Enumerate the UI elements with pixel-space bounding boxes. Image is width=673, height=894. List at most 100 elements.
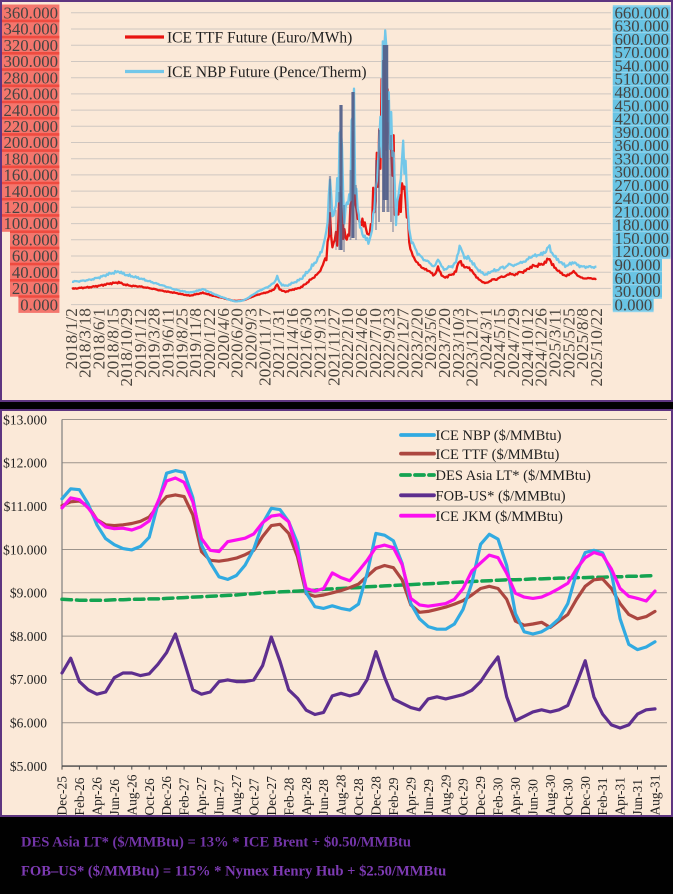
svg-text:$7.000: $7.000	[10, 672, 47, 687]
svg-text:390.000: 390.000	[615, 123, 670, 142]
svg-text:20.000: 20.000	[12, 279, 58, 298]
svg-text:Oct-29: Oct-29	[456, 778, 471, 815]
svg-text:FOB-US* ($/MMBtu): FOB-US* ($/MMBtu)	[436, 489, 566, 505]
svg-text:330.000: 330.000	[615, 149, 670, 168]
svg-text:360.000: 360.000	[615, 136, 670, 155]
svg-text:Dec-30: Dec-30	[578, 776, 593, 816]
svg-text:Dec-28: Dec-28	[369, 776, 384, 816]
svg-text:Dec-25: Dec-25	[55, 776, 70, 816]
svg-text:2025/5/25: 2025/5/25	[559, 308, 578, 378]
svg-text:$5.000: $5.000	[10, 759, 47, 774]
svg-text:ICE NBP ($/MMBtu): ICE NBP ($/MMBtu)	[436, 428, 562, 444]
svg-text:Feb-27: Feb-27	[177, 777, 192, 815]
svg-text:$9.000: $9.000	[10, 586, 47, 601]
svg-text:$10.000: $10.000	[3, 542, 47, 557]
svg-text:2024/3/1: 2024/3/1	[476, 308, 495, 369]
svg-text:ICE JKM ($/MMBtu): ICE JKM ($/MMBtu)	[436, 509, 563, 525]
svg-text:240.000: 240.000	[3, 101, 58, 120]
svg-text:2023/7/20: 2023/7/20	[435, 308, 454, 378]
svg-text:Jun-30: Jun-30	[526, 779, 541, 816]
svg-text:80.000: 80.000	[12, 231, 58, 250]
svg-text:2022/9/23: 2022/9/23	[380, 308, 399, 378]
svg-text:Aug-28: Aug-28	[334, 774, 349, 815]
svg-text:540.000: 540.000	[615, 56, 670, 75]
svg-text:FOB–US* ($/MMBtu) = 115% * Nym: FOB–US* ($/MMBtu) = 115% * Nymex Henry H…	[21, 863, 446, 879]
svg-text:2021/6/30: 2021/6/30	[297, 308, 316, 378]
svg-text:DES Asia LT* ($/MMBtu): DES Asia LT* ($/MMBtu)	[436, 468, 592, 484]
svg-text:450.000: 450.000	[615, 96, 670, 115]
svg-text:240.000: 240.000	[615, 189, 670, 208]
svg-text:0.000: 0.000	[20, 295, 58, 314]
svg-text:2022/12/7: 2022/12/7	[394, 308, 413, 378]
svg-text:2019/11/8: 2019/11/8	[186, 308, 205, 377]
svg-text:2024/5/15: 2024/5/15	[490, 308, 509, 378]
svg-text:Apr-28: Apr-28	[299, 777, 314, 816]
svg-text:Feb-29: Feb-29	[386, 777, 401, 815]
svg-text:220.000: 220.000	[3, 117, 58, 136]
svg-text:2021/9/13: 2021/9/13	[311, 308, 330, 378]
svg-text:2022/2/10: 2022/2/10	[338, 308, 357, 378]
svg-text:$12.000: $12.000	[3, 456, 47, 471]
svg-text:DES Asia LT* ($/MMBtu) = 13% *: DES Asia LT* ($/MMBtu) = 13% * ICE Brent…	[21, 835, 411, 851]
svg-text:ICE NBP Future (Pence/Therm): ICE NBP Future (Pence/Therm)	[167, 64, 367, 81]
svg-text:200.000: 200.000	[3, 133, 58, 152]
svg-text:2018/8/15: 2018/8/15	[103, 308, 122, 378]
svg-text:210.000: 210.000	[615, 202, 670, 221]
svg-text:Aug-29: Aug-29	[438, 774, 453, 815]
svg-text:2019/8/25: 2019/8/25	[172, 308, 191, 378]
svg-text:ICE TTF ($/MMBtu): ICE TTF ($/MMBtu)	[436, 447, 560, 463]
svg-text:Dec-29: Dec-29	[473, 776, 488, 816]
svg-text:510.000: 510.000	[615, 70, 670, 89]
svg-text:Apr-30: Apr-30	[508, 777, 523, 816]
svg-text:Aug-26: Aug-26	[124, 774, 139, 815]
svg-text:2022/4/26: 2022/4/26	[352, 308, 371, 378]
svg-text:Dec-27: Dec-27	[264, 776, 279, 816]
svg-text:140.000: 140.000	[3, 182, 58, 201]
svg-text:260.000: 260.000	[3, 85, 58, 104]
svg-text:Oct-28: Oct-28	[351, 778, 366, 815]
svg-text:280.000: 280.000	[3, 68, 58, 87]
svg-text:Feb-26: Feb-26	[72, 777, 87, 815]
svg-text:Dec-26: Dec-26	[159, 776, 174, 816]
svg-text:2022/7/10: 2022/7/10	[366, 308, 385, 378]
svg-text:2025/10/22: 2025/10/22	[587, 308, 606, 386]
svg-text:360.000: 360.000	[3, 4, 58, 23]
svg-text:2023/5/6: 2023/5/6	[421, 308, 440, 370]
svg-text:2018/6/1: 2018/6/1	[89, 308, 108, 369]
svg-text:180.000: 180.000	[3, 149, 58, 168]
svg-text:2020/1/22: 2020/1/22	[200, 308, 219, 378]
svg-text:2023/2/20: 2023/2/20	[407, 308, 426, 378]
svg-text:300.000: 300.000	[3, 52, 58, 71]
svg-text:Apr-27: Apr-27	[194, 777, 209, 816]
svg-text:160.000: 160.000	[3, 166, 58, 185]
svg-text:Aug-31: Aug-31	[648, 775, 663, 816]
svg-text:0.000: 0.000	[615, 295, 653, 314]
svg-text:Jun-26: Jun-26	[107, 779, 122, 816]
svg-text:2024/10/12: 2024/10/12	[518, 308, 537, 386]
svg-text:2023/12/17: 2023/12/17	[463, 308, 482, 387]
svg-text:ICE TTF Future (Euro/MWh): ICE TTF Future (Euro/MWh)	[167, 30, 352, 47]
svg-text:630.000: 630.000	[615, 17, 670, 36]
svg-text:Jun-27: Jun-27	[212, 779, 227, 816]
svg-text:Feb-28: Feb-28	[281, 777, 296, 815]
svg-text:60.000: 60.000	[12, 247, 58, 266]
svg-text:120.000: 120.000	[3, 198, 58, 217]
svg-text:150.000: 150.000	[615, 229, 670, 248]
svg-text:2019/6/11: 2019/6/11	[159, 308, 178, 377]
svg-text:100.000: 100.000	[3, 214, 58, 233]
svg-text:Oct-27: Oct-27	[246, 778, 261, 815]
svg-text:$13.000: $13.000	[3, 412, 47, 427]
svg-text:2021/1/31: 2021/1/31	[269, 308, 288, 378]
svg-text:Jun-31: Jun-31	[630, 779, 645, 815]
svg-text:300.000: 300.000	[615, 163, 670, 182]
svg-text:Aug-30: Aug-30	[543, 774, 558, 815]
svg-text:480.000: 480.000	[615, 83, 670, 102]
svg-text:600.000: 600.000	[615, 30, 670, 49]
svg-text:2018/10/29: 2018/10/29	[117, 308, 136, 386]
svg-text:Apr-29: Apr-29	[403, 777, 418, 816]
svg-text:420.000: 420.000	[615, 110, 670, 129]
svg-text:320.000: 320.000	[3, 36, 58, 55]
svg-text:2024/7/29: 2024/7/29	[504, 308, 523, 378]
svg-text:Apr-26: Apr-26	[90, 777, 105, 816]
svg-text:2020/9/3: 2020/9/3	[242, 308, 261, 369]
